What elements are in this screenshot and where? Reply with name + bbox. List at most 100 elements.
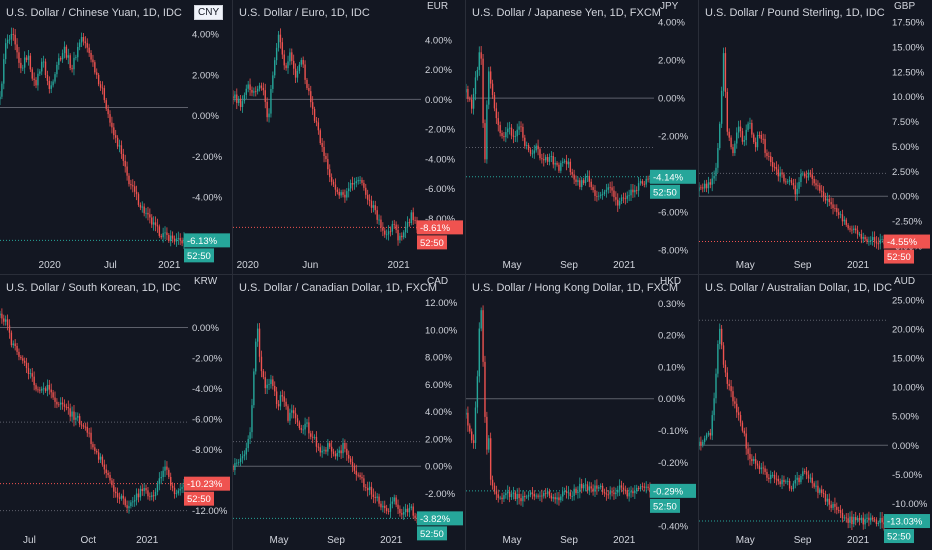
candle — [630, 184, 632, 201]
candle — [544, 154, 547, 163]
chart-canvas[interactable]: 0.00%-2.00%-4.00%-6.00%-8.00%-10.00%-12.… — [0, 275, 232, 549]
candle — [334, 178, 337, 196]
candle — [569, 489, 572, 500]
chart-title[interactable]: U.S. Dollar / Pound Sterling, 1D, IDC — [705, 7, 885, 19]
candle — [854, 511, 857, 526]
chart-pane[interactable]: 4.00%2.00%0.00%-2.00%-4.00%-6.00%-8.00%M… — [466, 0, 698, 274]
candle — [596, 479, 598, 495]
chart-pane[interactable]: 4.00% 2.00% 0.00% -2.00% -4.00% -6.00% -8.00% 2… — [233, 0, 465, 274]
candle — [366, 481, 369, 497]
candle — [260, 350, 263, 378]
chart-canvas[interactable]: 12.00% 10.00% 8.00% 6.00% 4.00% 2.00% 0.00% -2.… — [233, 275, 465, 549]
candle — [480, 307, 482, 332]
chart-pane[interactable]: 12.00% 10.00% 8.00% 6.00% 4.00% 2.00% 0.00% -2.… — [233, 275, 465, 549]
candle — [856, 515, 859, 523]
candle — [374, 200, 376, 215]
y-tick-label: -2.00% — [425, 125, 456, 136]
chart-canvas[interactable]: 4.00%2.00%0.00%-2.00%-4.00%2020 Jul 2021-6… — [0, 0, 232, 274]
candle — [357, 176, 359, 185]
candle — [368, 194, 371, 207]
chart-title[interactable]: U.S. Dollar / Canadian Dollar, 1D, FXCM — [239, 282, 438, 294]
candle — [715, 162, 717, 181]
candle — [342, 189, 344, 198]
candle — [336, 187, 339, 195]
candle — [787, 178, 789, 184]
candle — [788, 478, 791, 492]
candle — [785, 178, 787, 185]
chart-pane[interactable]: 0.00%-2.00%-4.00%-6.00%-8.00%-10.00%-12.… — [0, 275, 232, 549]
candle — [493, 482, 496, 495]
candle — [58, 401, 60, 408]
candle — [37, 386, 39, 393]
chart-pane[interactable]: 17.50% 15.00% 12.50% 10.00% 7.50% 5.00% 2.50% 0… — [699, 0, 932, 274]
candle — [760, 462, 762, 474]
candle — [359, 176, 361, 185]
candle — [877, 520, 880, 527]
chart-title[interactable]: U.S. Dollar / Chinese Yuan, 1D, IDC — [6, 7, 182, 19]
candle — [839, 505, 842, 519]
candle — [843, 514, 846, 522]
chart-canvas[interactable]: 4.00% 2.00% 0.00% -2.00% -4.00% -6.00% -8.00% 2… — [233, 0, 465, 274]
candle — [251, 398, 253, 439]
chart-title[interactable]: U.S. Dollar / Australian Dollar, 1D, IDC — [705, 282, 893, 294]
candle — [279, 391, 282, 411]
chart-title[interactable]: U.S. Dollar / Euro, 1D, IDC — [239, 7, 370, 19]
y-tick-label: 4.00% — [192, 30, 219, 41]
chart-canvas[interactable]: 0.30%0.20%0.10%0.00%-0.10%-0.20%-0.30%-0… — [466, 275, 698, 549]
candle — [726, 367, 729, 390]
candle — [783, 475, 785, 487]
candle — [713, 392, 715, 421]
candle — [756, 131, 759, 151]
chart-pane[interactable]: 4.00% 2.00% 0.00% -2.00% -4.00% 2020 Jul 2021 -6… — [0, 0, 232, 274]
candle — [61, 49, 64, 63]
candle — [151, 491, 153, 501]
candle — [489, 432, 492, 486]
candle — [601, 483, 604, 495]
candle — [811, 472, 813, 489]
candle — [143, 203, 145, 217]
chart-canvas[interactable]: 25.00% 20.00% 15.00% 10.00% 5.00% 0.00% -5.00%… — [699, 275, 932, 549]
candle — [8, 319, 11, 339]
chart-canvas[interactable]: 4.00%2.00%0.00%-2.00%-4.00%-6.00%-8.00%M… — [466, 0, 698, 274]
candle — [124, 496, 126, 508]
candle — [266, 97, 268, 122]
candle — [275, 43, 278, 65]
candle — [491, 79, 494, 99]
candle — [147, 487, 149, 500]
y-tick-label: 20.00% — [892, 324, 925, 335]
y-tick-label: 8.00% — [425, 353, 452, 364]
candle — [524, 491, 526, 502]
chart-title[interactable]: U.S. Dollar / Hong Kong Dollar, 1D, FXCM — [472, 282, 679, 294]
chart-canvas[interactable]: 17.50% 15.00% 12.50% 10.00% 7.50% 5.00% 2.50% 0… — [699, 0, 932, 274]
x-tick-label: Sep — [327, 535, 345, 546]
chart-pane[interactable]: 0.30%0.20%0.10%0.00%-0.10%-0.20%-0.30%-0… — [466, 275, 698, 549]
candle — [881, 511, 883, 529]
candle — [860, 514, 863, 524]
last-price-label: -4.55% — [887, 237, 918, 248]
chart-title[interactable]: U.S. Dollar / South Korean, 1D, IDC — [6, 282, 181, 294]
candle — [298, 61, 301, 74]
candle — [768, 151, 770, 161]
candle — [164, 460, 166, 478]
candle — [338, 446, 340, 457]
candle — [624, 485, 627, 495]
y-tick-label: -6.00% — [425, 184, 456, 195]
candle — [361, 177, 363, 186]
candle — [370, 195, 373, 213]
candle — [128, 500, 130, 514]
chart-pane[interactable]: 25.00% 20.00% 15.00% 10.00% 5.00% 0.00% -5.00%… — [699, 275, 932, 549]
candle — [592, 184, 594, 193]
candle — [599, 191, 602, 199]
candle — [107, 104, 109, 119]
candle — [14, 339, 16, 351]
candle — [332, 448, 335, 457]
y-tick-label: 4.00% — [425, 407, 452, 418]
candle — [29, 52, 32, 73]
currency-unit-label[interactable]: CNY — [194, 5, 224, 20]
candle — [111, 477, 113, 488]
chart-title[interactable]: U.S. Dollar / Japanese Yen, 1D, FXCM — [472, 7, 661, 19]
candle — [499, 495, 501, 500]
candle — [575, 175, 577, 186]
candle — [0, 310, 1, 319]
candle — [376, 493, 378, 502]
